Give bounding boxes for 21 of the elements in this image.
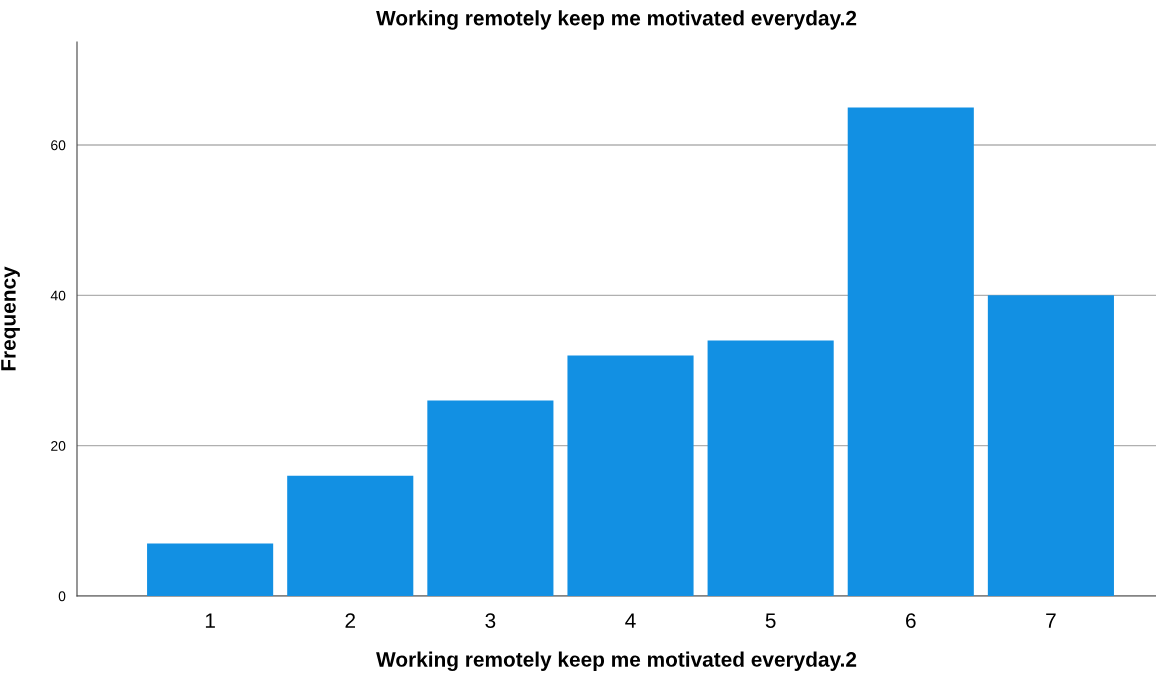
x-tick-label: 1 — [205, 613, 215, 628]
x-tick-label: 2 — [345, 613, 355, 628]
y-tick-label: 0 — [58, 591, 66, 602]
y-tick-label: 20 — [51, 440, 66, 451]
bar — [287, 475, 414, 596]
x-tick-label: 4 — [625, 613, 636, 628]
x-tick-label: 3 — [485, 613, 496, 628]
y-tick-label: 40 — [50, 290, 66, 301]
bar — [847, 107, 974, 596]
x-axis-title: Working remotely keep me motivated everyday.2 — [376, 651, 857, 672]
x-tick-label: 6 — [906, 613, 916, 628]
x-tick-label: 5 — [765, 613, 776, 628]
y-tick-label: 60 — [51, 140, 66, 151]
chart-title: Working remotely keep me motivated everyday.2 — [376, 10, 857, 30]
bar — [427, 400, 554, 596]
bar — [567, 355, 694, 596]
bar — [147, 543, 274, 596]
bar — [707, 340, 834, 596]
x-tick-label: 7 — [1046, 613, 1056, 628]
y-axis-title: Frequency — [1, 266, 20, 371]
bar — [987, 295, 1114, 596]
